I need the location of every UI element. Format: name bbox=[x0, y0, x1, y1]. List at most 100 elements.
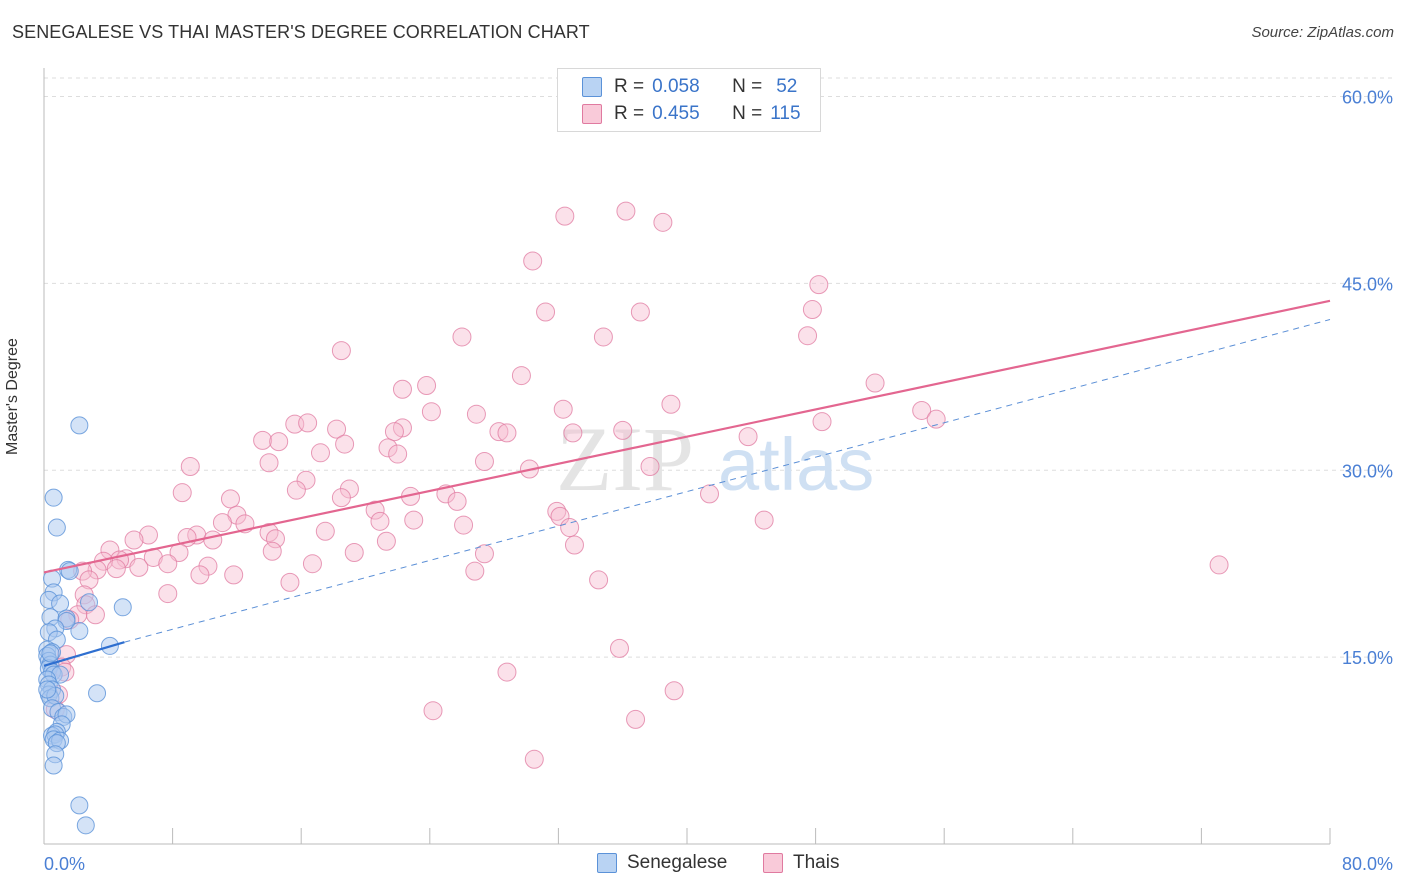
bottom-legend-swatch-senegalese bbox=[597, 853, 617, 873]
senegalese-point bbox=[41, 644, 60, 663]
thai-point bbox=[524, 749, 544, 769]
legend-swatch-senegalese bbox=[582, 77, 602, 97]
thai-point bbox=[224, 565, 244, 585]
thai-point bbox=[547, 501, 567, 521]
thai-point bbox=[754, 510, 774, 530]
thai-point bbox=[497, 662, 517, 682]
senegalese-point bbox=[70, 796, 89, 815]
thai-point bbox=[327, 419, 347, 439]
thai-point bbox=[180, 457, 200, 477]
thai-point bbox=[465, 561, 485, 581]
senegalese-point bbox=[70, 416, 89, 435]
bottom-legend-swatch-thais bbox=[763, 853, 783, 873]
thai-point bbox=[454, 515, 474, 535]
x-tick-label: 0.0% bbox=[44, 854, 85, 874]
source-label: Source: ZipAtlas.com bbox=[1251, 24, 1394, 41]
thai-point bbox=[315, 521, 335, 541]
bottom-legend-thais: Thais bbox=[763, 852, 839, 874]
thai-point bbox=[298, 413, 318, 433]
thai-point bbox=[589, 570, 609, 590]
thai-point bbox=[138, 525, 158, 545]
thai-point bbox=[262, 541, 282, 561]
legend-r-label: R = bbox=[614, 103, 645, 124]
thai-point bbox=[474, 452, 494, 472]
thai-point bbox=[616, 201, 636, 221]
thai-point bbox=[865, 373, 885, 393]
thai-point bbox=[738, 427, 758, 447]
thai-point bbox=[158, 584, 178, 604]
thai-point bbox=[259, 453, 279, 473]
thai-point bbox=[253, 430, 273, 450]
thai-point bbox=[302, 554, 322, 574]
senegalese-point bbox=[51, 594, 70, 613]
bottom-legend-label-senegalese: Senegalese bbox=[627, 852, 728, 873]
thai-point bbox=[593, 327, 613, 347]
thai-point bbox=[466, 404, 486, 424]
legend-row-senegalese: R = 0.058 N = 52 bbox=[582, 75, 797, 99]
senegalese-point bbox=[47, 518, 66, 537]
chart-title: SENEGALESE VS THAI MASTER'S DEGREE CORRE… bbox=[12, 22, 590, 42]
thai-point bbox=[447, 491, 467, 511]
thai-point bbox=[310, 443, 330, 463]
y-tick-label: 30.0% bbox=[1342, 461, 1393, 481]
watermark-atlas: atlas bbox=[718, 423, 874, 506]
senegalese-points bbox=[38, 416, 132, 835]
thai-point bbox=[335, 434, 355, 454]
thai-point bbox=[286, 480, 306, 500]
thai-point bbox=[553, 399, 573, 419]
senegalese-point bbox=[76, 816, 95, 835]
thai-point bbox=[190, 565, 210, 585]
thai-point bbox=[388, 444, 408, 464]
thai-trend-line bbox=[43, 299, 1331, 574]
senegalese-point bbox=[44, 756, 63, 775]
thai-point bbox=[802, 300, 822, 320]
thai-point bbox=[912, 400, 932, 420]
legend-swatch-thais bbox=[582, 104, 602, 124]
x-tick-label: 80.0% bbox=[1342, 854, 1393, 874]
legend-n-value: 115 bbox=[770, 103, 801, 124]
thai-point bbox=[220, 489, 240, 509]
thai-point bbox=[212, 513, 232, 533]
y-tick-label: 45.0% bbox=[1342, 274, 1393, 294]
thai-point bbox=[489, 422, 509, 442]
bottom-legend-label-thais: Thais bbox=[793, 852, 840, 873]
senegalese-point bbox=[80, 593, 99, 612]
thai-point bbox=[269, 432, 289, 452]
thai-point bbox=[812, 412, 832, 432]
stats-legend: R = 0.058 N = 52 R = 0.455 N = 115 bbox=[557, 68, 821, 132]
thai-point bbox=[661, 394, 681, 414]
thai-point bbox=[511, 366, 531, 386]
thai-point bbox=[384, 422, 404, 442]
legend-n-label: N = bbox=[732, 76, 763, 97]
thai-point bbox=[700, 484, 720, 504]
thai-point bbox=[106, 559, 126, 579]
thai-point bbox=[497, 423, 517, 443]
thai-point bbox=[609, 638, 629, 658]
thai-point bbox=[563, 423, 583, 443]
legend-r-value: 0.455 bbox=[652, 103, 700, 124]
thai-point bbox=[172, 483, 192, 503]
thai-point bbox=[265, 529, 285, 549]
thai-point bbox=[404, 510, 424, 530]
thai-point bbox=[523, 251, 543, 271]
senegalese-point bbox=[38, 680, 57, 699]
y-tick-label: 60.0% bbox=[1342, 88, 1393, 108]
thai-point bbox=[926, 409, 946, 429]
thai-point bbox=[331, 488, 351, 508]
tick-labels: 15.0% 30.0% 45.0% 60.0% 0.0% 80.0% bbox=[44, 88, 1393, 875]
thai-point bbox=[203, 530, 223, 550]
thai-point bbox=[809, 275, 829, 295]
axes bbox=[43, 68, 1331, 845]
bottom-legend-senegalese: Senegalese bbox=[597, 852, 727, 874]
senegalese-point bbox=[88, 684, 107, 703]
thai-point bbox=[452, 327, 472, 347]
thai-point bbox=[630, 302, 650, 322]
thai-point bbox=[129, 557, 149, 577]
thai-point bbox=[331, 341, 351, 361]
thai-point bbox=[376, 531, 396, 551]
legend-row-thais: R = 0.455 N = 115 bbox=[582, 102, 801, 126]
thai-point bbox=[798, 326, 818, 346]
senegalese-point bbox=[44, 488, 63, 507]
thai-point bbox=[296, 470, 316, 490]
